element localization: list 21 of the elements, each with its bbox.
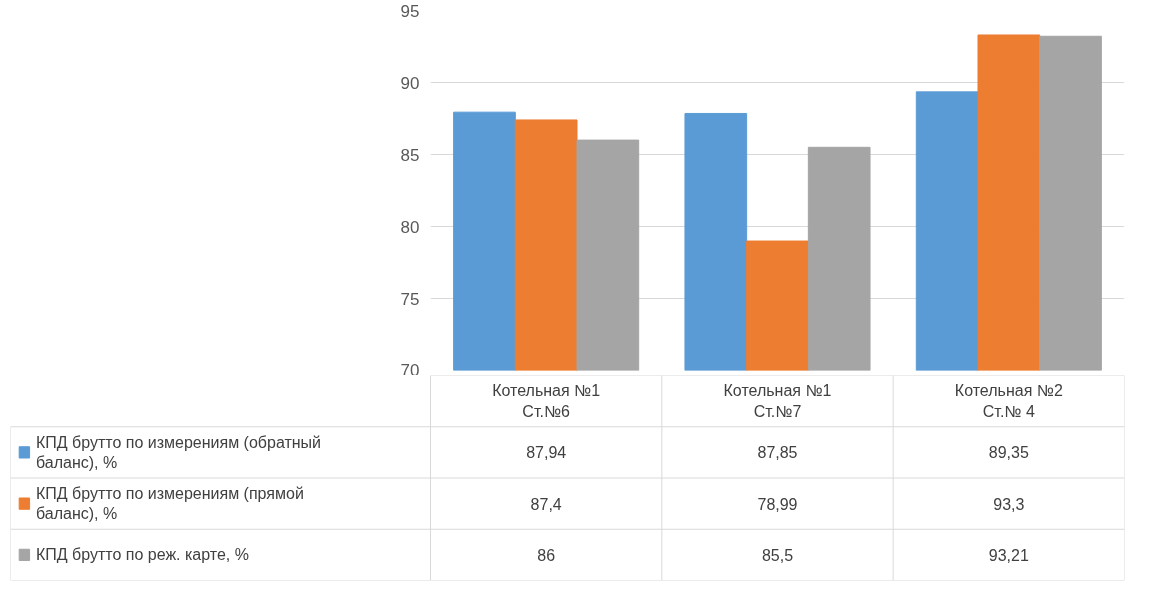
data-label: 87,4 (530, 495, 562, 513)
y-tick-label: 85 (400, 145, 420, 165)
legend-label: КПД брутто по измерениям (прямой баланс), % (35, 484, 304, 523)
x-tick-label: Котельная №2 Ст.№ 4 (954, 382, 1063, 420)
legend-label: КПД брутто по измерениям (обратный баланс), % (35, 433, 322, 472)
data-label: 93,21 (988, 546, 1029, 564)
y-tick-label: 75 (400, 289, 420, 309)
data-label: 86 (537, 546, 556, 564)
data-label: 78,99 (757, 495, 798, 513)
y-tick-label: 95 (400, 1, 420, 21)
data-label: 89,35 (988, 444, 1029, 462)
legend-label: КПД брутто по реж. карте, % (35, 546, 249, 564)
y-tick-label: 70 (400, 360, 420, 380)
y-tick-label: 90 (400, 73, 420, 93)
x-tick-label: Котельная №1 Ст.№7 (723, 382, 832, 420)
data-label: 87,85 (757, 444, 798, 462)
y-tick-label: 80 (400, 217, 420, 237)
x-tick-label: Котельная №1 Ст.№6 (492, 382, 601, 420)
data-label: 87,94 (526, 444, 567, 462)
data-label: 85,5 (761, 546, 794, 564)
data-label: 93,3 (993, 495, 1025, 513)
